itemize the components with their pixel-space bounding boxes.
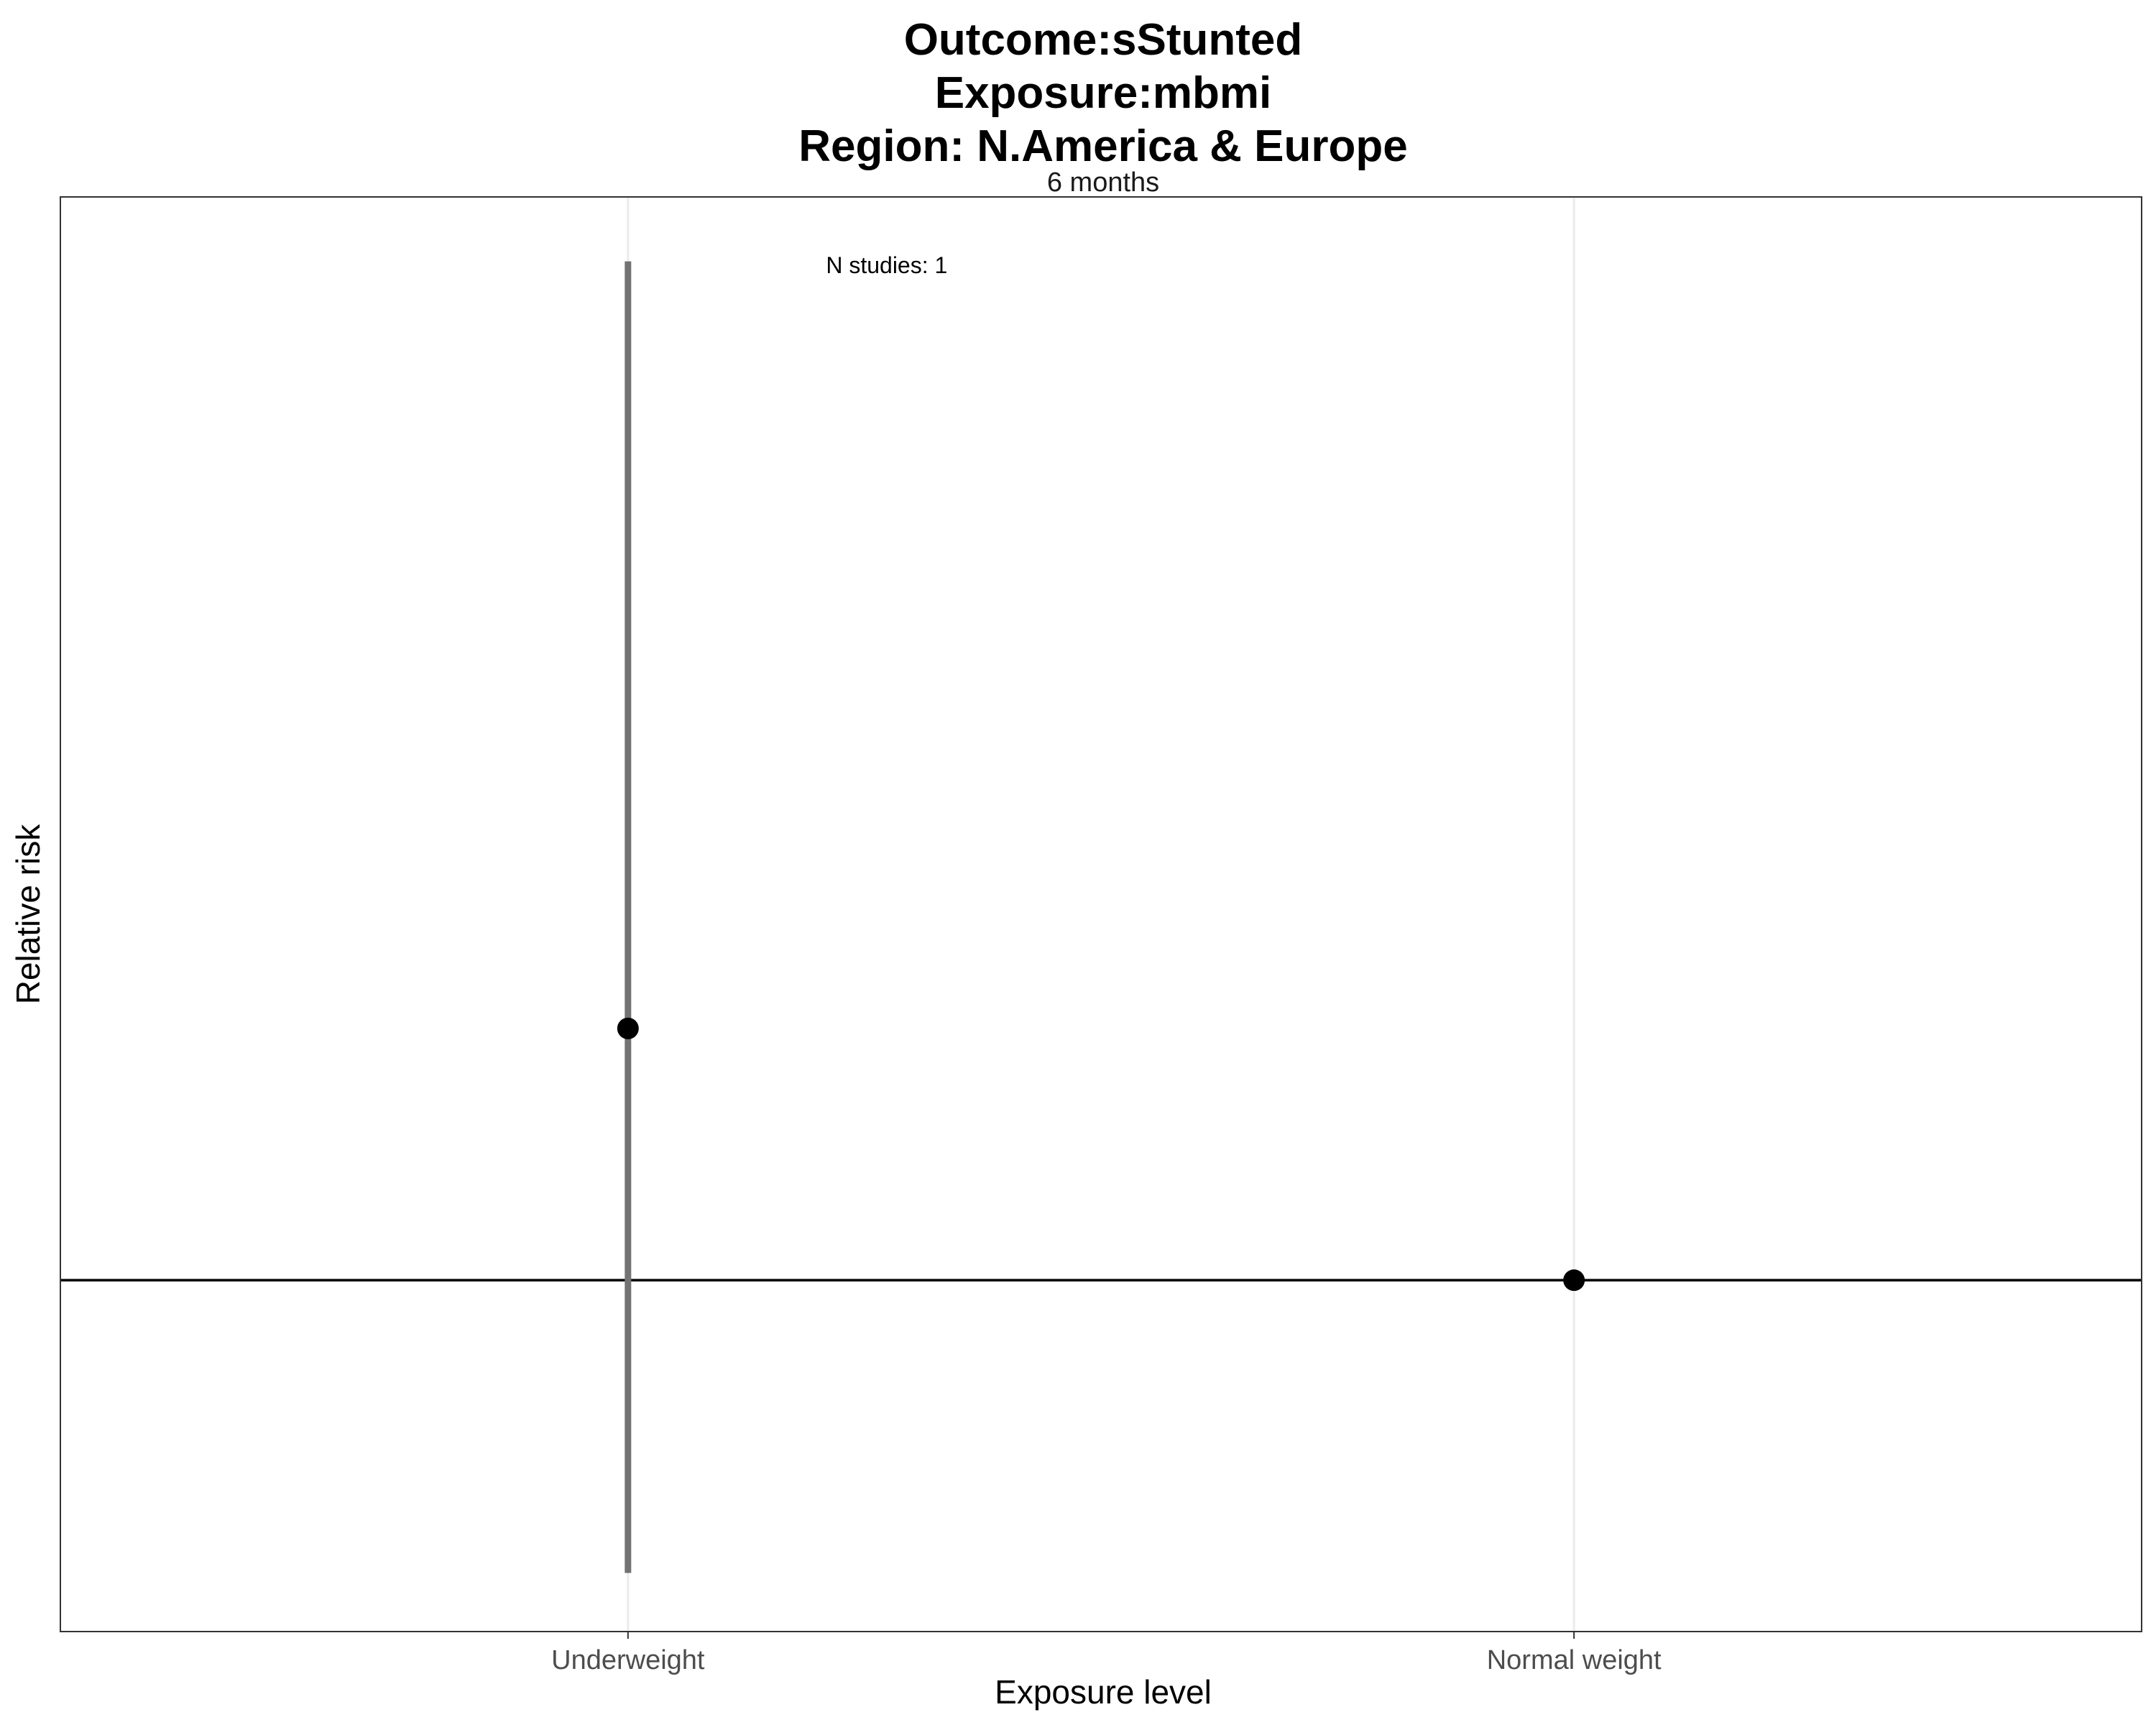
x-axis-ticks xyxy=(627,1632,1575,1639)
point-normal-weight xyxy=(1563,1269,1585,1292)
annotations: N studies: 1 xyxy=(826,252,947,278)
chart-title-line-1: Outcome:sStunted xyxy=(904,15,1303,65)
data-points xyxy=(617,1017,1585,1292)
x-axis-title: Exposure level xyxy=(995,1673,1212,1711)
chart-title-line-2: Exposure:mbmi xyxy=(935,68,1272,118)
x-tick-label-underweight: Underweight xyxy=(551,1645,705,1675)
plot-panel-border xyxy=(60,196,2142,1632)
annotation-n-studies-1: N studies: 1 xyxy=(826,252,947,278)
plot-panel-background xyxy=(60,197,2142,1632)
facet-strip-label: 6 months xyxy=(1047,167,1159,198)
x-tick-label-normal-weight: Normal weight xyxy=(1487,1645,1662,1675)
chart-title: Outcome:sStunted Exposure:mbmi Region: N… xyxy=(798,15,1407,171)
y-axis-title: Relative risk xyxy=(9,824,47,1005)
x-axis-tick-labels: Underweight Normal weight xyxy=(551,1645,1662,1675)
chart-title-line-3: Region: N.America & Europe xyxy=(798,121,1407,171)
point-underweight xyxy=(617,1017,639,1039)
